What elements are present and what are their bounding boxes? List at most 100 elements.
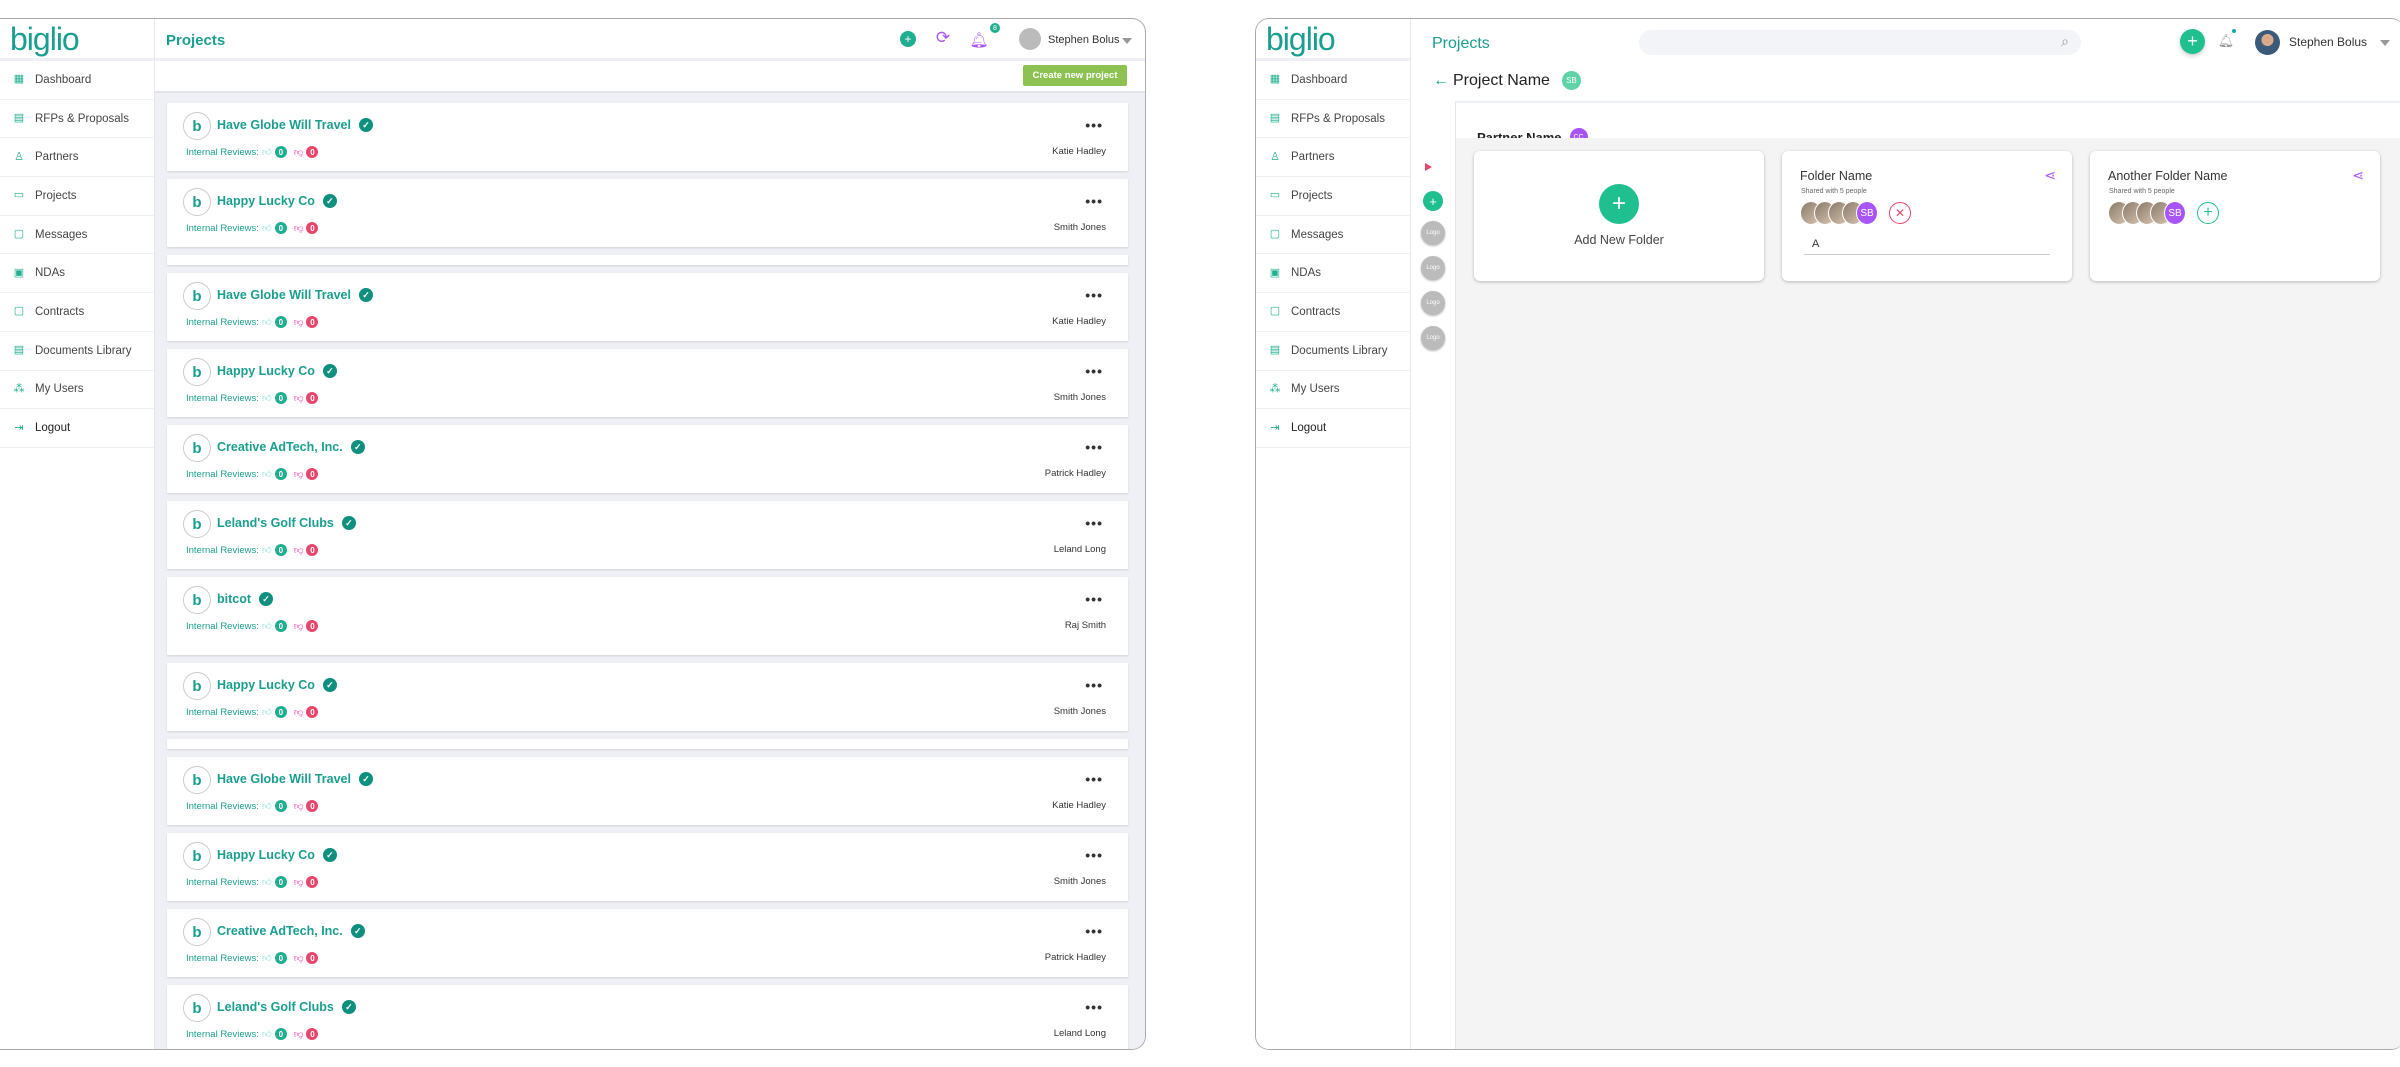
add-partner-icon[interactable]: + — [1423, 191, 1443, 211]
sidebar-item-partners[interactable]: ♙ Partners — [0, 138, 154, 178]
more-options-icon[interactable]: ••• — [1085, 193, 1103, 209]
thumbs-down-icon[interactable]: 👎︎ — [293, 621, 304, 632]
thumbs-up-icon[interactable]: 👍︎ — [261, 147, 272, 158]
project-name[interactable]: Happy Lucky Co — [217, 364, 315, 378]
more-options-icon[interactable]: ••• — [1085, 923, 1103, 939]
thumbs-down-icon[interactable]: 👎︎ — [293, 317, 304, 328]
user-name[interactable]: Stephen Bolus — [2289, 35, 2368, 49]
thumbs-down-icon[interactable]: 👎︎ — [293, 147, 304, 158]
sidebar-item-messages[interactable]: ▢ Messages — [0, 216, 154, 255]
play-icon[interactable] — [1425, 163, 1432, 171]
project-title[interactable]: bitcot ✓ — [217, 592, 274, 606]
thumbs-up-icon[interactable]: 👍︎ — [261, 707, 272, 718]
more-options-icon[interactable]: ••• — [1085, 515, 1103, 531]
more-options-icon[interactable]: ••• — [1085, 117, 1103, 133]
sidebar-item-rfps-proposals[interactable]: ▤ RFPs & Proposals — [1256, 100, 1410, 139]
project-title[interactable]: Creative AdTech, Inc. ✓ — [217, 440, 365, 454]
project-name[interactable]: Have Globe Will Travel — [217, 118, 351, 132]
add-icon[interactable]: + — [2180, 29, 2205, 54]
project-title[interactable]: Have Globe Will Travel ✓ — [217, 772, 373, 786]
sidebar-item-my-users[interactable]: ⁂ My Users — [1256, 371, 1410, 410]
sidebar-item-documents-library[interactable]: ▤ Documents Library — [0, 332, 154, 371]
thumbs-up-icon[interactable]: 👍︎ — [261, 317, 272, 328]
add-icon[interactable]: + — [900, 31, 916, 47]
project-name[interactable]: Creative AdTech, Inc. — [217, 924, 343, 938]
more-options-icon[interactable]: ••• — [1085, 591, 1103, 607]
more-options-icon[interactable]: ••• — [1085, 287, 1103, 303]
sidebar-item-ndas[interactable]: ▣ NDAs — [0, 254, 154, 294]
partner-logo[interactable]: Logo — [1421, 221, 1445, 245]
thumbs-up-icon[interactable]: 👍︎ — [261, 223, 272, 234]
sidebar-item-my-users[interactable]: ⁂ My Users — [0, 371, 154, 410]
sidebar-item-dashboard[interactable]: ▦ Dashboard — [1256, 61, 1410, 100]
project-name[interactable]: Happy Lucky Co — [217, 848, 315, 862]
sidebar-item-partners[interactable]: ♙ Partners — [1256, 138, 1410, 178]
thumbs-down-icon[interactable]: 👎︎ — [293, 1029, 304, 1040]
project-card[interactable]: b Happy Lucky Co ✓ Internal Reviews: 👍︎ 0 … — [167, 833, 1128, 901]
more-options-icon[interactable]: ••• — [1085, 363, 1103, 379]
share-icon[interactable]: ⋖ — [2044, 167, 2056, 183]
more-options-icon[interactable]: ••• — [1085, 771, 1103, 787]
close-icon[interactable]: ✕ — [1889, 202, 1911, 224]
create-new-project-button[interactable]: Create new project — [1023, 65, 1127, 86]
project-title[interactable]: Have Globe Will Travel ✓ — [217, 118, 373, 132]
chevron-down-icon[interactable] — [1122, 38, 1132, 44]
bell-icon[interactable]: 🔔︎ — [2217, 33, 2235, 48]
project-card[interactable]: b Have Globe Will Travel ✓ Internal Revie… — [167, 757, 1128, 825]
project-name[interactable]: Creative AdTech, Inc. — [217, 440, 343, 454]
avatar[interactable] — [2255, 30, 2280, 55]
project-card[interactable]: b Leland's Golf Clubs ✓ Internal Reviews:… — [167, 985, 1128, 1049]
refresh-icon[interactable]: ⟳ — [935, 28, 951, 47]
thumbs-up-icon[interactable]: 👍︎ — [261, 393, 272, 404]
project-title[interactable]: Happy Lucky Co ✓ — [217, 848, 337, 862]
project-card[interactable]: b Have Globe Will Travel ✓ Internal Revie… — [167, 273, 1128, 341]
thumbs-up-icon[interactable]: 👍︎ — [261, 1029, 272, 1040]
sidebar-item-dashboard[interactable]: ▦ Dashboard — [0, 61, 154, 100]
project-name[interactable]: bitcot — [217, 592, 252, 606]
chevron-down-icon[interactable] — [2380, 40, 2390, 46]
project-card[interactable]: b Have Globe Will Travel ✓ Internal Revie… — [167, 103, 1128, 171]
add-user-icon[interactable]: + — [2197, 202, 2219, 224]
thumbs-down-icon[interactable]: 👎︎ — [293, 801, 304, 812]
thumbs-up-icon[interactable]: 👍︎ — [261, 953, 272, 964]
project-name[interactable]: Leland's Golf Clubs — [217, 516, 334, 530]
more-options-icon[interactable]: ••• — [1085, 999, 1103, 1015]
partner-logo[interactable]: Logo — [1421, 326, 1445, 350]
back-arrow-icon[interactable]: ← — [1433, 71, 1449, 89]
thumbs-down-icon[interactable]: 👎︎ — [293, 469, 304, 480]
partner-logo[interactable]: Logo — [1421, 291, 1445, 315]
project-title[interactable]: Happy Lucky Co ✓ — [217, 678, 337, 692]
sidebar-item-messages[interactable]: ▢ Messages — [1256, 216, 1410, 255]
thumbs-up-icon[interactable]: 👍︎ — [261, 801, 272, 812]
sidebar-item-documents-library[interactable]: ▤ Documents Library — [1256, 332, 1410, 371]
project-title[interactable]: Happy Lucky Co ✓ — [217, 364, 337, 378]
project-card[interactable]: b Creative AdTech, Inc. ✓ Internal Review… — [167, 909, 1128, 977]
project-card[interactable]: b Happy Lucky Co ✓ Internal Reviews: 👍︎ 0 … — [167, 663, 1128, 731]
project-card[interactable]: b Happy Lucky Co ✓ Internal Reviews: 👍︎ 0 … — [167, 349, 1128, 417]
share-user-input[interactable]: A — [1804, 238, 2050, 255]
sidebar-item-ndas[interactable]: ▣ NDAs — [1256, 254, 1410, 294]
more-options-icon[interactable]: ••• — [1085, 439, 1103, 455]
project-name[interactable]: Happy Lucky Co — [217, 678, 315, 692]
sidebar-item-contracts[interactable]: ▢ Contracts — [1256, 293, 1410, 332]
project-name[interactable]: Have Globe Will Travel — [217, 288, 351, 302]
thumbs-down-icon[interactable]: 👎︎ — [293, 877, 304, 888]
sidebar-item-logout[interactable]: ⇥ Logout — [0, 409, 154, 448]
thumbs-down-icon[interactable]: 👎︎ — [293, 953, 304, 964]
folder-card[interactable]: Folder Name Shared with 5 people ⋖ SB ✕ A — [1782, 151, 2072, 281]
thumbs-up-icon[interactable]: 👍︎ — [261, 877, 272, 888]
thumbs-down-icon[interactable]: 👎︎ — [293, 223, 304, 234]
search-input[interactable]: ⌕ — [1639, 30, 2081, 55]
more-options-icon[interactable]: ••• — [1085, 847, 1103, 863]
bell-icon[interactable]: 🔔︎ — [969, 32, 989, 49]
project-title[interactable]: Creative AdTech, Inc. ✓ — [217, 924, 365, 938]
thumbs-up-icon[interactable]: 👍︎ — [261, 545, 272, 556]
project-title[interactable]: Happy Lucky Co ✓ — [217, 194, 337, 208]
share-icon[interactable]: ⋖ — [2352, 167, 2364, 183]
project-card[interactable]: b Happy Lucky Co ✓ Internal Reviews: 👍︎ 0 … — [167, 179, 1128, 247]
sidebar-item-rfps-proposals[interactable]: ▤ RFPs & Proposals — [0, 100, 154, 139]
avatar[interactable] — [1019, 28, 1041, 50]
project-card[interactable]: b Creative AdTech, Inc. ✓ Internal Review… — [167, 425, 1128, 493]
project-card[interactable]: b bitcot ✓ Internal Reviews: 👍︎ 0 👎︎ 0 ••• … — [167, 577, 1128, 655]
search-icon[interactable]: ⌕ — [2061, 33, 2069, 49]
